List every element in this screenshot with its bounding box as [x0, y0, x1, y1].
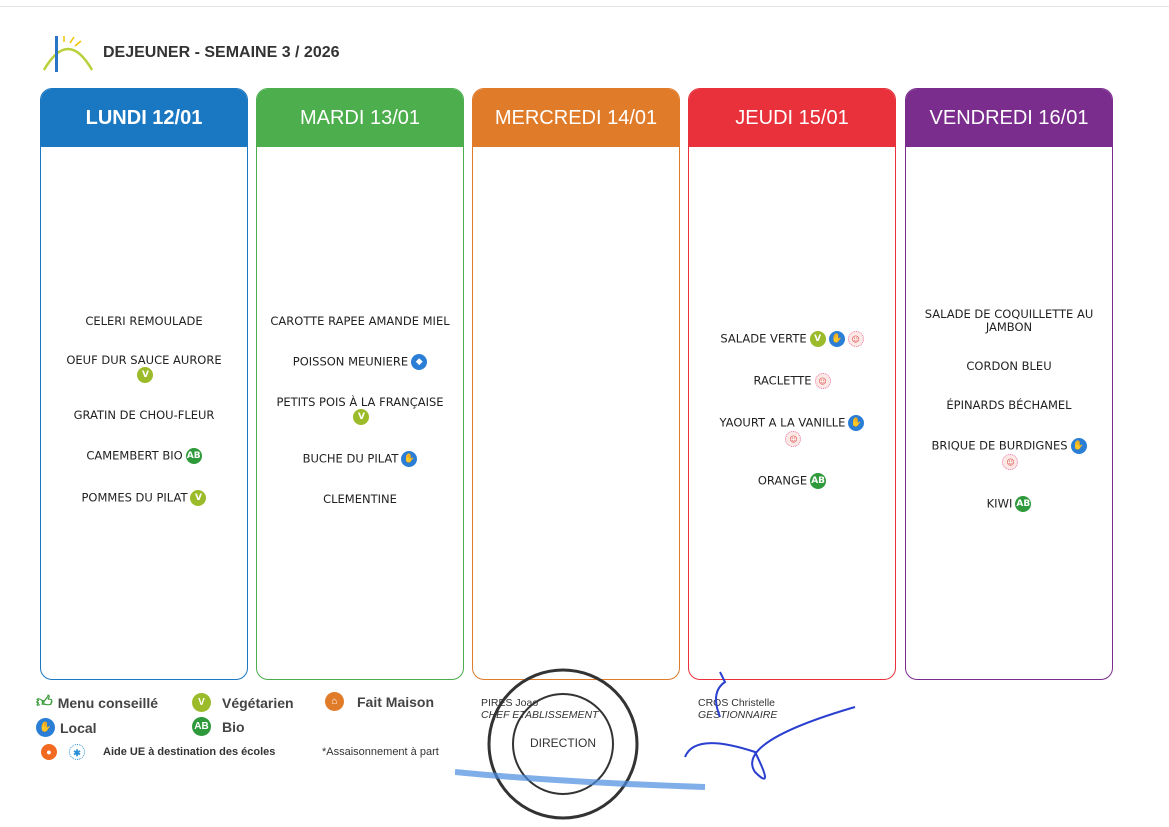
menu-item: SALADE DE COQUILLETTE AU JAMBON [916, 308, 1102, 334]
local-icon: ✋ [401, 450, 418, 467]
school-logo [42, 36, 94, 72]
eu-aid-icon: ☺ [847, 331, 864, 347]
menu-item-name: POISSON MEUNIERE [292, 354, 409, 368]
signature-block-chef: PIRES Joao CHEF ETABLISSEMENT [481, 697, 599, 721]
menu-item-name: SALADE DE COQUILLETTE AU JAMBON [924, 307, 1094, 334]
legend-aide-ue: Aide UE à destination des écoles [103, 746, 276, 758]
menu-item-name: POMMES DU PILAT [81, 490, 188, 504]
day-header: LUNDI 12/01 [41, 89, 247, 147]
menu-item-name: PETITS POIS À LA FRANÇAISE [276, 394, 444, 409]
menu-item: ÉPINARDS BÉCHAMEL [946, 399, 1071, 412]
menu-item: POISSON MEUNIERE ◆ [292, 353, 428, 370]
menu-item: SALADE VERTE V ✋ ☺ [720, 331, 864, 347]
scan-edge [0, 6, 1169, 7]
day-menu [473, 147, 679, 679]
bio-icon: AB [185, 447, 202, 464]
local-icon: ✋ [1070, 438, 1087, 454]
legend-bio: AB Bio [192, 717, 245, 736]
menu-item: CORDON BLEU [966, 360, 1051, 373]
day-menu: SALADE DE COQUILLETTE AU JAMBON CORDON BL… [906, 147, 1112, 679]
day-menu: CELERI REMOULADE OEUF DUR SAUCE AURORE V GR… [41, 147, 247, 679]
menu-item: CAMEMBERT BIO AB [86, 447, 202, 464]
menu-item-name: SALADE VERTE [720, 331, 807, 346]
eu-fruit-icon: ● [41, 744, 57, 760]
menu-item-name: OEUF DUR SAUCE AURORE [66, 352, 222, 367]
menu-item-name: CAROTTE RAPEE AMANDE MIEL [270, 313, 450, 328]
eu-milk-icon: ✱ [69, 744, 85, 760]
menu-item: POMMES DU PILAT V [81, 489, 207, 506]
thumbs-up-icon: 👍︎ [36, 694, 53, 711]
svg-text:DIRECTION: DIRECTION [530, 736, 596, 750]
menu-item-name: BRIQUE DE BURDIGNES [931, 438, 1068, 453]
day-menu: SALADE VERTE V ✋ ☺ RACLETTE ☺ YAOURT A LA VANI… [689, 147, 895, 679]
vegetarian-icon: V [809, 331, 826, 347]
menu-item-name: KIWI [986, 496, 1013, 511]
day-menu: CAROTTE RAPEE AMANDE MIEL POISSON MEUNIER… [257, 147, 463, 679]
stamp-and-signatures: DIRECTION [455, 668, 856, 820]
menu-item-name: BUCHE DU PILAT [302, 451, 399, 465]
page-title: DEJEUNER - SEMAINE 3 / 2026 [103, 44, 340, 61]
local-icon: ✋ [848, 415, 865, 431]
legend-fait-maison: ⌂ Fait Maison [325, 692, 434, 711]
menu-item: ORANGE AB [757, 473, 827, 489]
menu-item-name: RACLETTE [753, 373, 812, 388]
legend-vegetarien: V Végétarien [192, 693, 294, 712]
bio-icon: AB [810, 473, 827, 489]
menu-item: BUCHE DU PILAT ✋ [302, 450, 418, 467]
menu-item-name: CAMEMBERT BIO [86, 448, 183, 462]
eu-aid-icon: ☺ [1002, 454, 1019, 470]
day-header: MARDI 13/01 [257, 89, 463, 147]
eu-aid-icon: ☺ [814, 373, 831, 389]
menu-item: CLEMENTINE [323, 491, 397, 506]
menu-item-name: CELERI REMOULADE [85, 313, 203, 328]
day-column: MERCREDI 14/01 [472, 88, 680, 680]
local-icon: ✋ [828, 331, 845, 347]
vegetarian-icon: V [353, 408, 370, 425]
menu-item-name: ORANGE [757, 473, 808, 488]
day-column: VENDREDI 16/01 SALADE DE COQUILLETTE AU J… [905, 88, 1113, 680]
menu-item-name: CLEMENTINE [323, 491, 397, 506]
menu-item: BRIQUE DE BURDIGNES ✋ ☺ [931, 438, 1087, 470]
legend-local: ✋ Local [36, 718, 97, 737]
bio-icon: AB [1015, 496, 1032, 512]
legend-assaisonnement: *Assaisonnement à part [322, 746, 439, 758]
vegetarian-icon: V [137, 366, 154, 383]
handshake-icon: ✋ [36, 718, 55, 737]
menu-item: CAROTTE RAPEE AMANDE MIEL [270, 313, 450, 328]
menu-item-name: YAOURT A LA VANILLE [719, 415, 846, 430]
fish-label-icon: ◆ [411, 353, 428, 370]
legend-menu-conseille: 👍︎ Menu conseillé [36, 694, 159, 711]
day-header: MERCREDI 14/01 [473, 89, 679, 147]
menu-item: KIWI AB [987, 496, 1032, 512]
menu-item: PETITS POIS À LA FRANÇAISE V [276, 394, 444, 425]
menu-item-name: GRATIN DE CHOU-FLEUR [73, 407, 215, 422]
day-header: VENDREDI 16/01 [906, 89, 1112, 147]
menu-item: YAOURT A LA VANILLE ✋ ☺ [720, 415, 865, 447]
vegetarian-icon: V [190, 489, 207, 506]
menu-item: CELERI REMOULADE [85, 313, 203, 328]
menu-item-name: CORDON BLEU [966, 359, 1052, 373]
eu-aid-icon: ☺ [785, 431, 802, 447]
day-column: LUNDI 12/01 CELERI REMOULADE OEUF DUR SAUC… [40, 88, 248, 680]
vegetarian-icon: V [192, 693, 211, 712]
day-column: JEUDI 15/01 SALADE VERTE V ✋ ☺ RACLETTE ☺ YAOUR… [688, 88, 896, 680]
day-column: MARDI 13/01 CAROTTE RAPEE AMANDE MIEL POIS… [256, 88, 464, 680]
menu-item-name: ÉPINARDS BÉCHAMEL [946, 398, 1072, 412]
menu-item: GRATIN DE CHOU-FLEUR [73, 407, 215, 422]
menu-item: OEUF DUR SAUCE AURORE V [66, 352, 222, 383]
day-header: JEUDI 15/01 [689, 89, 895, 147]
ab-bio-icon: AB [192, 717, 211, 736]
house-icon: ⌂ [325, 692, 344, 711]
menu-item: RACLETTE ☺ [753, 373, 831, 389]
